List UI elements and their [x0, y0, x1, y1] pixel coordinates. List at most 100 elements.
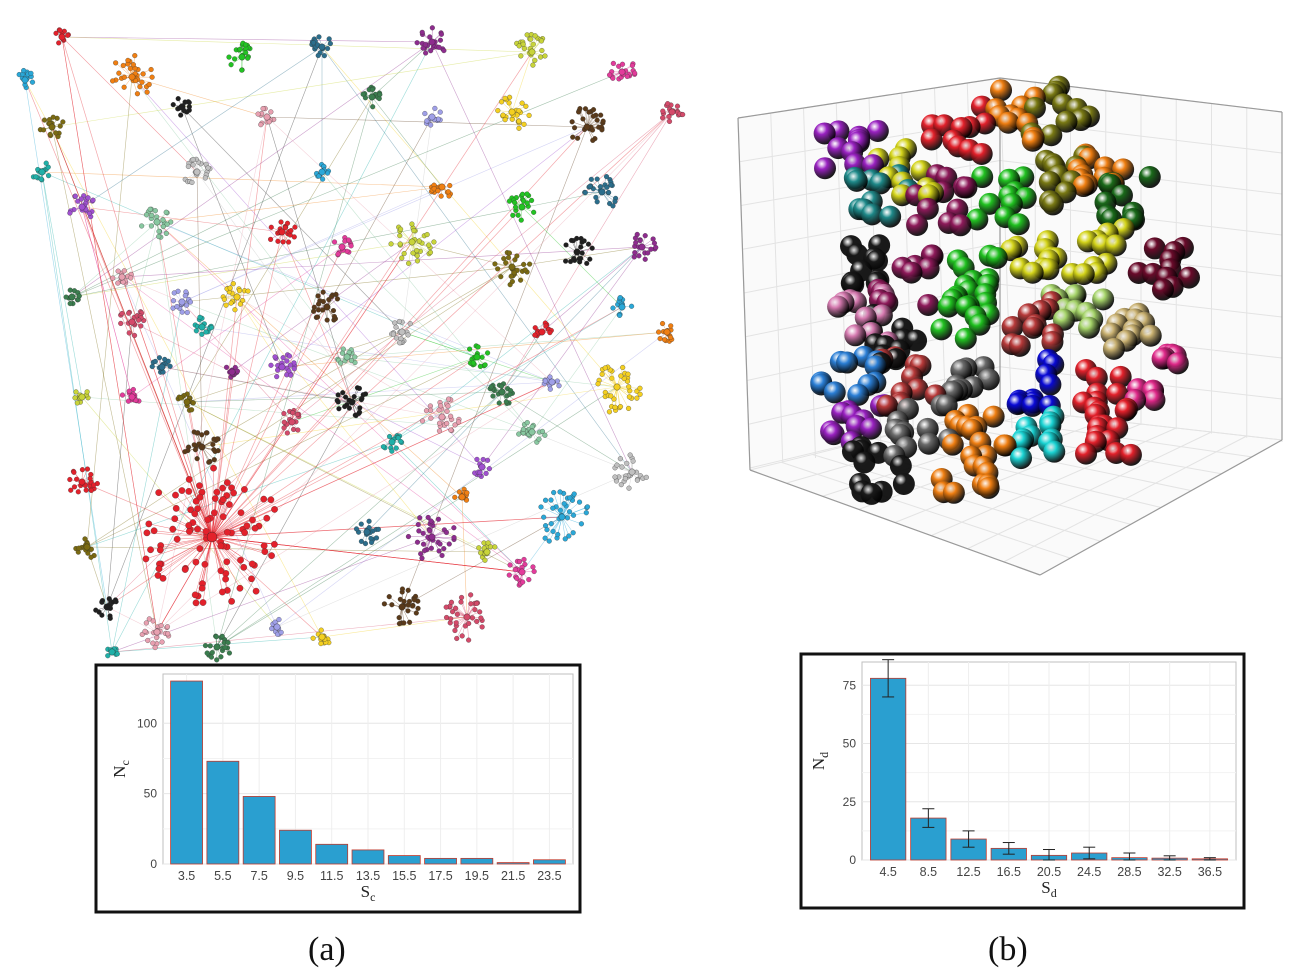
x-tick-label: 3.5: [178, 869, 195, 883]
network-edge: [51, 126, 213, 538]
network-node: [228, 62, 234, 68]
network-node: [134, 91, 140, 97]
network-node: [444, 408, 450, 414]
cube-sphere: [937, 295, 960, 318]
network-node: [160, 223, 166, 230]
network-node: [43, 160, 49, 166]
network-edge: [211, 51, 533, 538]
network-edge: [121, 276, 523, 573]
network-edge: [71, 41, 433, 298]
cube-sphere: [870, 304, 893, 327]
cube-sphere: [970, 142, 993, 165]
network-edge: [216, 496, 463, 648]
network-hub-node: [178, 103, 186, 111]
network-node: [169, 525, 177, 533]
network-hub-node: [368, 93, 376, 101]
network-hub-node: [128, 318, 136, 326]
network-node: [393, 324, 399, 330]
network-node: [424, 118, 430, 124]
network-edge: [161, 366, 443, 418]
network-node: [397, 596, 403, 602]
network-edge: [616, 386, 641, 395]
network-node: [435, 188, 441, 194]
network-node: [118, 320, 124, 326]
network-hub-node: [288, 418, 296, 426]
network-node: [252, 587, 260, 595]
network-node: [251, 524, 259, 532]
network-node: [186, 107, 192, 113]
cube-edge: [737, 117, 751, 471]
network-hub-node: [348, 398, 356, 406]
network-edge: [366, 246, 643, 533]
network-node: [204, 650, 210, 656]
network-node: [315, 314, 321, 320]
bar: [170, 680, 203, 865]
cube-sphere: [1001, 316, 1024, 339]
network-edge: [197, 536, 213, 597]
network-node: [225, 639, 231, 646]
network-node: [632, 70, 638, 76]
network-node: [320, 289, 326, 295]
network-node: [184, 302, 190, 308]
network-edge: [121, 276, 278, 628]
network-node: [147, 206, 153, 212]
network-edge: [181, 186, 443, 303]
network-node: [428, 48, 434, 54]
network-node: [248, 575, 255, 583]
network-node: [584, 260, 590, 266]
network-node: [163, 209, 169, 215]
network-hub-node: [473, 353, 481, 361]
network-node: [512, 200, 518, 206]
network-node: [91, 482, 97, 488]
network-node: [136, 317, 142, 323]
x-tick-label: 13.5: [356, 869, 380, 883]
network-edge: [131, 76, 483, 468]
network-node: [194, 430, 200, 436]
network-node: [223, 302, 229, 308]
network-edge: [131, 321, 233, 373]
network-node: [287, 362, 294, 368]
network-node: [67, 287, 73, 293]
network-node: [577, 106, 583, 112]
network-node: [598, 112, 604, 118]
network-edge: [401, 116, 433, 333]
network-node: [276, 616, 282, 623]
network-edge: [216, 401, 353, 648]
network-node: [386, 594, 392, 600]
network-node: [164, 221, 170, 227]
network-node: [466, 637, 472, 643]
network-node: [214, 436, 220, 442]
network-node: [230, 489, 237, 497]
cube-sphere: [859, 417, 882, 440]
network-node: [292, 224, 298, 230]
network-node: [130, 62, 136, 68]
network-node: [315, 293, 321, 299]
network-node: [146, 81, 152, 88]
network-node: [570, 134, 576, 140]
network-hub-node: [548, 378, 556, 386]
network-node: [82, 536, 88, 542]
bar: [206, 760, 240, 865]
network-node: [443, 529, 449, 536]
network-edge: [211, 536, 253, 565]
network-node: [624, 73, 630, 79]
network-node: [665, 101, 671, 107]
cube-sphere: [1021, 129, 1044, 152]
network-node: [466, 620, 472, 627]
network-node: [199, 331, 205, 337]
cube-sphere: [853, 451, 876, 474]
network-hub-node: [498, 388, 506, 396]
network-node: [431, 239, 437, 245]
network-node: [668, 334, 674, 340]
network-node: [579, 250, 585, 256]
bar: [460, 857, 494, 865]
network-node: [521, 121, 527, 127]
cube-sphere: [1055, 110, 1078, 133]
network-edge: [321, 616, 468, 638]
network-edge: [131, 246, 343, 398]
network-node: [542, 535, 548, 541]
network-edge: [211, 111, 673, 538]
network-hub-node: [613, 383, 621, 391]
network-edge: [326, 116, 433, 308]
cube-sphere: [985, 246, 1008, 269]
